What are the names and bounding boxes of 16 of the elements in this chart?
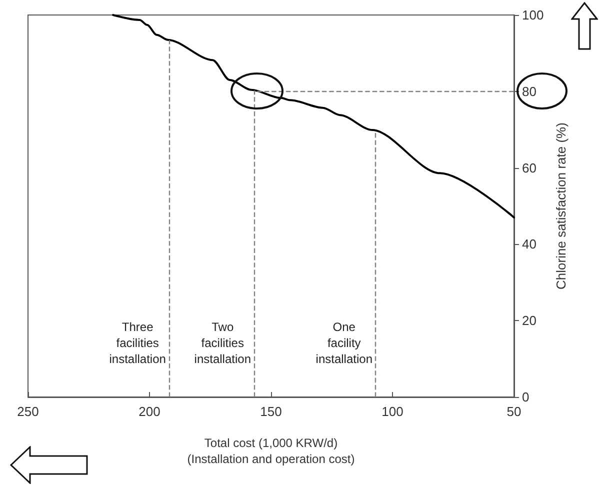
x-tick-label: 250 — [17, 404, 39, 419]
y-tick-label: 0 — [522, 390, 530, 404]
x-tick-label: 150 — [260, 404, 282, 419]
annotation: Three facilities installation — [109, 320, 166, 366]
y-tick-label: 40 — [522, 236, 536, 252]
y-axis-title: Chlorine satisfaction rate (%) — [554, 122, 569, 290]
x-tick-label: 50 — [506, 404, 522, 419]
y-tick-label: 60 — [522, 160, 536, 176]
y-tick-label: 80 — [522, 84, 536, 99]
annotation: One facility installation — [316, 320, 372, 366]
x-tick-label: 100 — [382, 404, 404, 419]
x-axis-title: Total cost (1,000 KRW/d) (Installation and operation cost) — [187, 436, 355, 466]
x-tick-label: 200 — [138, 404, 160, 419]
y-tick-label: 100 — [522, 8, 544, 22]
annotation: Two facilities installation — [194, 320, 251, 366]
y-tick-label: 20 — [522, 313, 536, 328]
